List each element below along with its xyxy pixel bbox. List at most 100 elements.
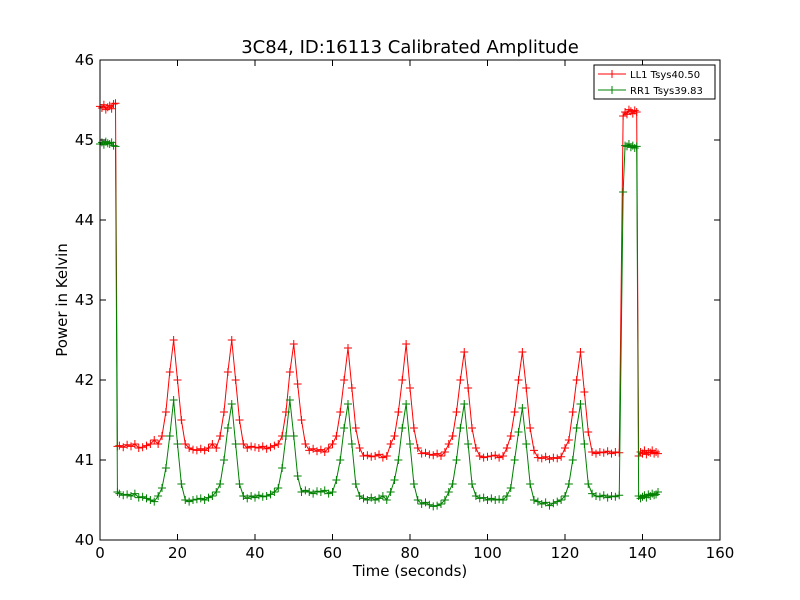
data-point-ll1: [638, 449, 647, 458]
data-point-ll1: [154, 440, 163, 448]
data-point-rr1: [270, 488, 279, 496]
data-point-rr1: [460, 400, 469, 408]
data-point-rr1: [212, 488, 221, 496]
data-point-ll1: [464, 384, 473, 392]
data-point-ll1: [378, 453, 387, 462]
data-point-rr1: [576, 400, 585, 408]
data-point-ll1: [243, 444, 252, 452]
data-point-rr1: [332, 476, 341, 484]
data-point-rr1: [630, 144, 639, 152]
data-point-rr1: [584, 480, 593, 488]
data-point-rr1: [456, 424, 465, 432]
data-point-ll1: [584, 428, 593, 436]
data-point-rr1: [506, 484, 515, 492]
data-point-ll1: [533, 453, 542, 462]
data-point-ll1: [138, 443, 147, 452]
data-point-rr1: [621, 141, 630, 150]
x-tick-label: 20: [168, 544, 187, 562]
data-point-ll1: [212, 444, 221, 452]
data-point-ll1: [402, 340, 411, 348]
data-point-rr1: [181, 496, 190, 504]
data-point-ll1: [363, 451, 372, 460]
data-point-ll1: [371, 452, 380, 460]
data-point-rr1: [483, 496, 492, 504]
data-point-rr1: [154, 492, 163, 500]
data-point-ll1: [615, 448, 624, 457]
data-point-ll1: [545, 455, 554, 464]
data-point-rr1: [541, 498, 550, 507]
data-point-rr1: [177, 480, 186, 488]
data-point-rr1: [146, 496, 155, 504]
series-ll1: [96, 99, 662, 464]
data-point-rr1: [138, 492, 147, 501]
data-point-rr1: [150, 497, 159, 506]
data-point-ll1: [320, 448, 329, 456]
data-point-ll1: [632, 108, 641, 116]
data-point-rr1: [444, 488, 453, 496]
data-point-rr1: [632, 142, 641, 151]
data-point-rr1: [413, 496, 422, 504]
data-point-ll1: [313, 447, 321, 456]
data-point-rr1: [119, 491, 128, 500]
data-point-ll1: [406, 384, 414, 392]
data-point-rr1: [409, 480, 418, 488]
data-point-rr1: [347, 440, 356, 448]
y-tick-label: 40: [75, 531, 94, 549]
data-point-rr1: [549, 499, 558, 508]
data-point-ll1: [382, 452, 391, 460]
data-point-ll1: [398, 376, 407, 384]
data-point-ll1: [506, 432, 515, 440]
data-point-rr1: [537, 500, 546, 508]
data-point-ll1: [580, 388, 589, 396]
data-point-rr1: [235, 480, 244, 488]
data-point-rr1: [642, 493, 651, 502]
data-point-rr1: [258, 492, 267, 501]
data-point-rr1: [223, 424, 232, 432]
data-point-ll1: [305, 446, 314, 455]
data-point-ll1: [448, 432, 457, 440]
data-point-ll1: [247, 442, 256, 451]
data-point-ll1: [347, 384, 356, 392]
data-point-rr1: [654, 488, 662, 496]
data-point-rr1: [495, 495, 504, 504]
data-point-rr1: [624, 140, 633, 148]
data-point-rr1: [440, 496, 449, 504]
tick-layer: 0 20 40 60 80 100 120 140 160 40 41 42 43 44 45 46: [75, 51, 734, 562]
data-point-rr1: [607, 492, 616, 500]
data-point-ll1: [619, 112, 628, 120]
data-point-rr1: [553, 497, 562, 506]
data-point-ll1: [471, 444, 480, 452]
data-point-ll1: [440, 448, 449, 456]
data-point-ll1: [557, 452, 566, 461]
data-point-rr1: [336, 456, 345, 464]
data-point-rr1: [564, 480, 573, 488]
data-point-rr1: [437, 500, 445, 508]
data-point-rr1: [390, 476, 399, 484]
data-point-rr1: [289, 432, 298, 440]
data-point-ll1: [235, 416, 244, 424]
data-point-rr1: [324, 489, 333, 498]
chart-title: 3C84, ID:16113 Calibrated Amplitude: [241, 37, 579, 58]
data-point-rr1: [99, 140, 108, 149]
data-point-ll1: [185, 444, 194, 452]
data-point-ll1: [413, 444, 422, 452]
data-point-rr1: [113, 488, 122, 496]
data-point-ll1: [644, 448, 653, 456]
data-point-ll1: [607, 449, 616, 458]
data-point-rr1: [115, 489, 124, 498]
data-point-ll1: [324, 444, 333, 452]
data-point-ll1: [444, 440, 453, 448]
data-point-rr1: [595, 492, 604, 501]
legend-marker-ll1: [608, 70, 616, 78]
data-point-ll1: [231, 376, 240, 384]
data-point-ll1: [355, 444, 364, 452]
data-point-ll1: [270, 441, 279, 450]
data-point-ll1: [158, 432, 166, 440]
data-point-ll1: [599, 448, 608, 457]
data-point-rr1: [638, 492, 647, 501]
data-point-ll1: [336, 408, 345, 416]
data-point-ll1: [425, 450, 434, 459]
x-tick-label: 80: [400, 544, 419, 562]
data-point-ll1: [227, 336, 236, 344]
